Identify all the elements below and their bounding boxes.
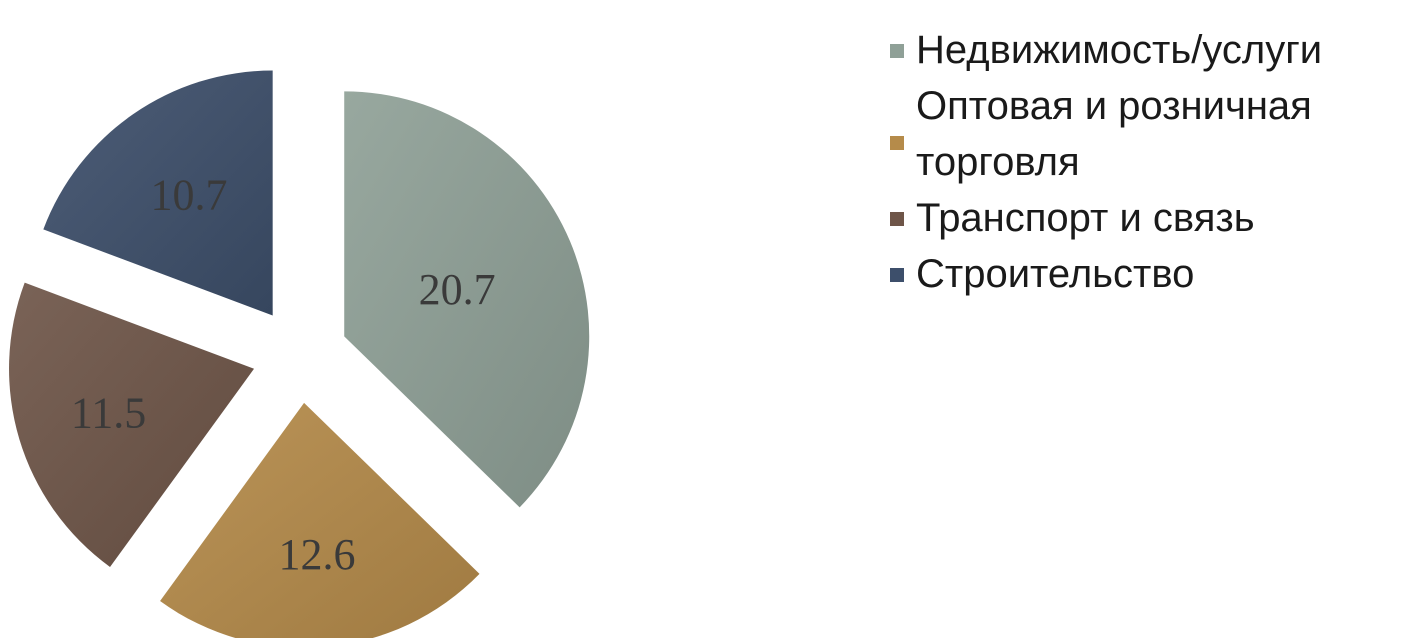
legend-label: Оптовая и розничная торговля	[916, 84, 1312, 184]
legend-swatch	[890, 268, 904, 282]
legend: Недвижимость/услуги Оптовая и розничная …	[888, 22, 1403, 302]
legend-item-trade: Оптовая и розничная торговля	[888, 78, 1403, 190]
legend-swatch	[890, 136, 904, 150]
slice-label-real-estate: 20.7	[419, 265, 496, 314]
legend-swatch	[890, 212, 904, 226]
pie-slice-transport	[9, 282, 255, 568]
legend-label: Строительство	[916, 252, 1195, 296]
legend-item-real-estate: Недвижимость/услуги	[888, 22, 1403, 78]
slice-label-trade: 12.6	[278, 530, 355, 579]
legend-label: Транспорт и связь	[916, 196, 1255, 240]
pie-slice-real-estate	[344, 91, 590, 508]
legend-item-construction: Строительство	[888, 246, 1403, 302]
pie-slice-construction	[43, 70, 273, 316]
slice-label-construction: 10.7	[150, 171, 227, 220]
legend-swatch	[890, 44, 904, 58]
slice-label-transport: 11.5	[71, 388, 146, 437]
legend-label: Недвижимость/услуги	[916, 28, 1323, 72]
pie-slice-trade	[160, 402, 480, 638]
legend-item-transport: Транспорт и связь	[888, 190, 1403, 246]
